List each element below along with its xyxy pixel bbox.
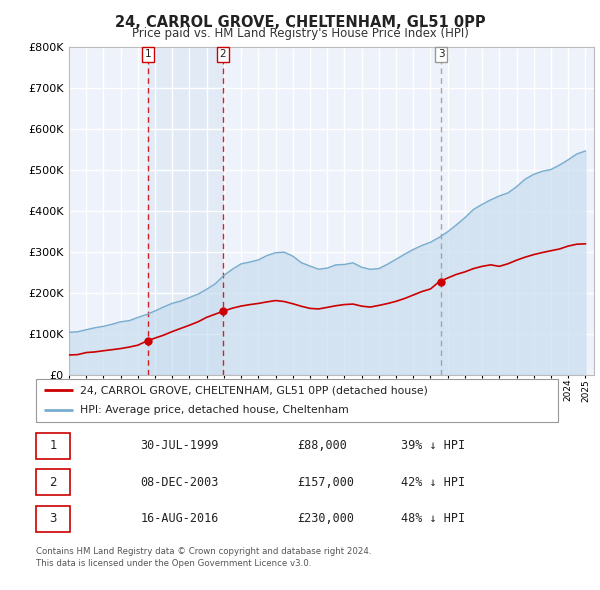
Text: £88,000: £88,000 — [297, 440, 347, 453]
Text: 1: 1 — [145, 49, 151, 59]
Text: HPI: Average price, detached house, Cheltenham: HPI: Average price, detached house, Chel… — [80, 405, 349, 415]
Text: 39% ↓ HPI: 39% ↓ HPI — [401, 440, 466, 453]
Text: This data is licensed under the Open Government Licence v3.0.: This data is licensed under the Open Gov… — [36, 559, 311, 568]
FancyBboxPatch shape — [36, 506, 70, 532]
FancyBboxPatch shape — [36, 470, 70, 495]
Text: Price paid vs. HM Land Registry's House Price Index (HPI): Price paid vs. HM Land Registry's House … — [131, 27, 469, 40]
Text: 3: 3 — [49, 512, 56, 525]
Text: £230,000: £230,000 — [297, 512, 354, 525]
Text: 08-DEC-2003: 08-DEC-2003 — [140, 476, 219, 489]
Text: 24, CARROL GROVE, CHELTENHAM, GL51 0PP: 24, CARROL GROVE, CHELTENHAM, GL51 0PP — [115, 15, 485, 30]
Text: Contains HM Land Registry data © Crown copyright and database right 2024.: Contains HM Land Registry data © Crown c… — [36, 547, 371, 556]
Text: 48% ↓ HPI: 48% ↓ HPI — [401, 512, 466, 525]
Text: 3: 3 — [438, 49, 445, 59]
Text: 30-JUL-1999: 30-JUL-1999 — [140, 440, 219, 453]
Text: £157,000: £157,000 — [297, 476, 354, 489]
FancyBboxPatch shape — [36, 433, 70, 459]
Bar — [148, 47, 223, 375]
Text: 2: 2 — [49, 476, 57, 489]
FancyBboxPatch shape — [36, 379, 558, 422]
Text: 24, CARROL GROVE, CHELTENHAM, GL51 0PP (detached house): 24, CARROL GROVE, CHELTENHAM, GL51 0PP (… — [80, 385, 428, 395]
Text: 42% ↓ HPI: 42% ↓ HPI — [401, 476, 466, 489]
Text: 16-AUG-2016: 16-AUG-2016 — [140, 512, 219, 525]
Text: 1: 1 — [49, 440, 57, 453]
Text: 2: 2 — [220, 49, 226, 59]
